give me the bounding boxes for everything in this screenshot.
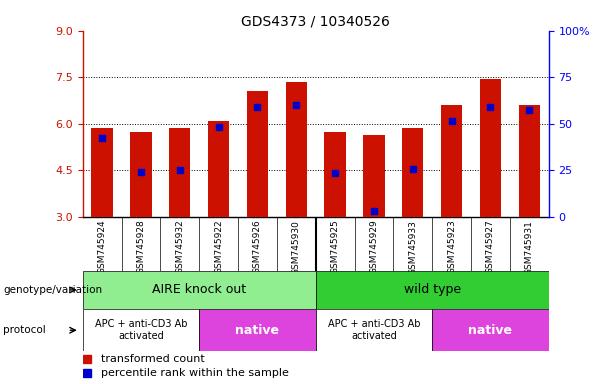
Text: genotype/variation: genotype/variation [3,285,102,295]
Text: GSM745929: GSM745929 [370,220,378,275]
Bar [364,135,384,217]
Text: percentile rank within the sample: percentile rank within the sample [101,368,289,378]
Bar [169,129,191,217]
Text: APC + anti-CD3 Ab
activated: APC + anti-CD3 Ab activated [95,319,187,341]
Title: GDS4373 / 10340526: GDS4373 / 10340526 [242,14,390,28]
Text: GSM745931: GSM745931 [525,220,534,275]
Text: GSM745927: GSM745927 [486,220,495,275]
Bar [480,79,501,217]
Bar [83,309,199,351]
Text: protocol: protocol [3,325,46,335]
Bar [402,129,424,217]
Bar [432,309,549,351]
Text: native: native [468,324,512,337]
Text: GSM745922: GSM745922 [214,220,223,274]
Bar [131,132,151,217]
Bar [324,132,346,217]
Bar [286,82,307,217]
Bar [519,105,540,217]
Text: transformed count: transformed count [101,354,205,364]
Text: GSM745926: GSM745926 [253,220,262,275]
Bar [208,121,229,217]
Text: GSM745928: GSM745928 [137,220,145,275]
Bar [441,105,462,217]
Bar [316,309,432,351]
Bar [91,129,113,217]
Bar [316,271,549,309]
Text: native: native [235,324,280,337]
Bar [247,91,268,217]
Bar [199,309,316,351]
Text: AIRE knock out: AIRE knock out [152,283,246,296]
Text: GSM745924: GSM745924 [97,220,107,274]
Text: GSM745932: GSM745932 [175,220,185,275]
Text: wild type: wild type [403,283,461,296]
Text: GSM745930: GSM745930 [292,220,301,275]
Text: APC + anti-CD3 Ab
activated: APC + anti-CD3 Ab activated [328,319,420,341]
Text: GSM745933: GSM745933 [408,220,417,275]
Text: GSM745923: GSM745923 [447,220,456,275]
Bar [83,271,316,309]
Text: GSM745925: GSM745925 [330,220,340,275]
